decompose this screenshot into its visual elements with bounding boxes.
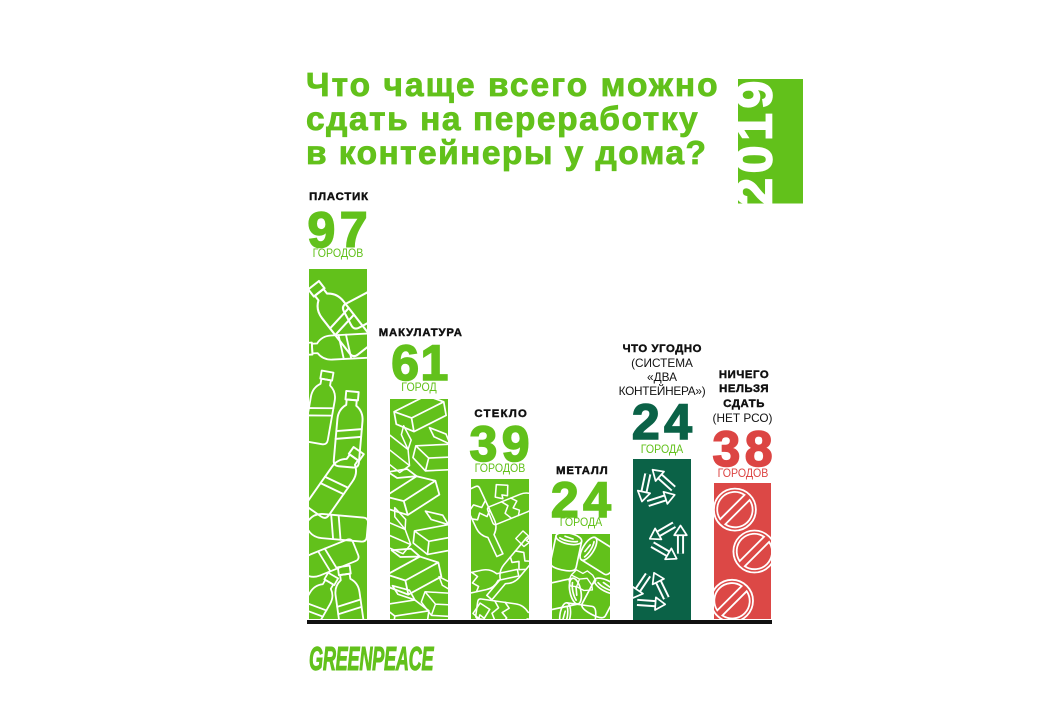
svg-text:2019: 2019 — [726, 76, 782, 206]
